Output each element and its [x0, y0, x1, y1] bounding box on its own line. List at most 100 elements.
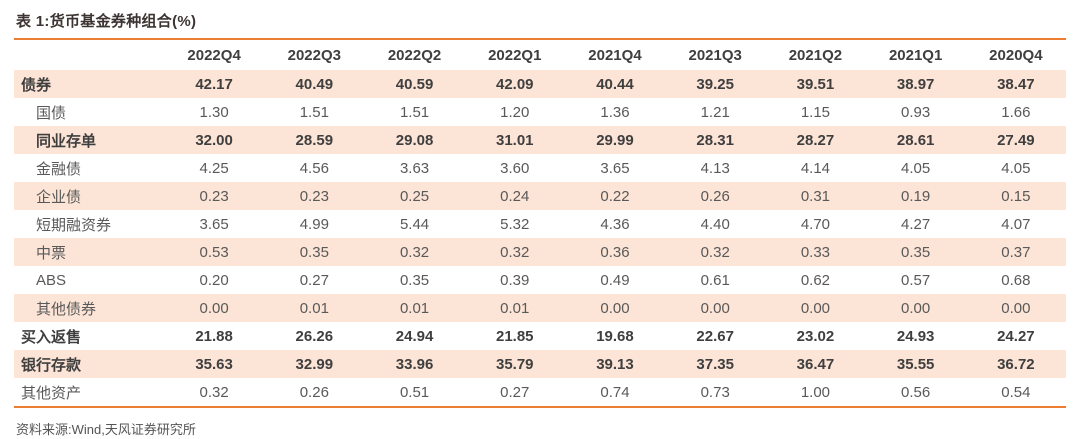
value-cell: 0.00 — [800, 299, 831, 317]
table-row: 中票 0.53 0.35 0.32 0.32 0.36 0.32 0.33 0.35 0.37 — [14, 238, 1066, 266]
value-cell: 35.63 — [195, 355, 233, 373]
value-cell: 40.49 — [295, 75, 334, 93]
value-cell: 0.33 — [800, 243, 831, 261]
table-row: 其他债券 0.00 0.01 0.01 0.01 0.00 0.00 0.00 0.00 0.00 — [14, 294, 1066, 322]
value-cell: 28.27 — [796, 131, 835, 149]
value-cell: 38.97 — [896, 75, 935, 93]
value-cell: 38.47 — [997, 75, 1035, 93]
value-cell: 4.05 — [1001, 159, 1031, 177]
value-cell: 39.13 — [596, 355, 634, 373]
row-label: 债券 — [21, 76, 52, 94]
value-cell: 0.27 — [500, 383, 530, 401]
table-row: 金融债 4.25 4.56 3.63 3.60 3.65 4.13 4.14 4.05 4.05 — [14, 154, 1066, 182]
value-cell: 0.27 — [299, 271, 329, 289]
value-cell: 0.00 — [700, 299, 730, 317]
value-cell: 42.17 — [195, 75, 233, 93]
value-cell: 4.25 — [199, 159, 229, 177]
value-cell: 0.49 — [600, 271, 630, 289]
column-header: 2022Q1 — [488, 46, 542, 64]
column-header: 2021Q3 — [688, 46, 742, 64]
value-cell: 4.05 — [901, 159, 931, 177]
value-cell: 1.30 — [199, 103, 229, 121]
header-row: 2022Q4 2022Q3 2022Q2 2022Q1 2021Q4 2021Q3 2021… — [14, 40, 1066, 70]
table-header: 2022Q4 2022Q3 2022Q2 2022Q1 2021Q4 2021Q3 2021… — [14, 40, 1066, 70]
value-cell: 0.00 — [600, 299, 630, 317]
table-row: 其他资产 0.32 0.26 0.51 0.27 0.74 0.73 1.00 0.56 0.54 — [14, 378, 1066, 406]
row-label: 短期融资券 — [36, 216, 112, 234]
value-cell: 1.66 — [1001, 103, 1031, 121]
value-cell: 0.31 — [800, 187, 831, 205]
value-cell: 0.15 — [1001, 187, 1031, 205]
value-cell: 0.68 — [1001, 271, 1031, 289]
value-cell: 0.01 — [399, 299, 430, 317]
value-cell: 1.20 — [500, 103, 530, 121]
value-cell: 36.72 — [997, 355, 1035, 373]
value-cell: 0.36 — [600, 243, 630, 261]
value-cell: 0.01 — [299, 299, 329, 317]
source-note: 资料来源:Wind,天风证券研究所 — [16, 422, 196, 437]
value-cell: 0.35 — [299, 243, 329, 261]
value-cell: 3.60 — [500, 159, 530, 177]
value-cell: 0.19 — [901, 187, 931, 205]
row-label: 银行存款 — [21, 356, 82, 374]
value-cell: 22.67 — [696, 327, 734, 345]
value-cell: 21.88 — [195, 327, 233, 345]
value-cell: 0.32 — [199, 383, 229, 401]
value-cell: 23.02 — [796, 327, 835, 345]
value-cell: 33.96 — [395, 355, 434, 373]
value-cell: 0.24 — [500, 187, 530, 205]
column-header: 2021Q4 — [588, 46, 642, 64]
value-cell: 32.00 — [195, 131, 233, 149]
table-row: 企业债 0.23 0.23 0.25 0.24 0.22 0.26 0.31 0.19 0.15 — [14, 182, 1066, 210]
table-row: 债券 42.17 40.49 40.59 42.09 40.44 39.25 39.51 38.… — [14, 70, 1066, 98]
value-cell: 0.61 — [700, 271, 730, 289]
value-cell: 0.23 — [199, 187, 229, 205]
top-rule — [14, 38, 1066, 40]
column-header: 2020Q4 — [989, 46, 1043, 64]
column-header: 2021Q1 — [888, 46, 943, 64]
value-cell: 28.61 — [896, 131, 935, 149]
value-cell: 4.40 — [700, 215, 730, 233]
value-cell: 5.44 — [399, 215, 430, 233]
value-cell: 0.62 — [800, 271, 831, 289]
value-cell: 40.59 — [395, 75, 434, 93]
value-cell: 4.14 — [800, 159, 831, 177]
value-cell: 0.57 — [901, 271, 931, 289]
value-cell: 0.23 — [299, 187, 329, 205]
value-cell: 0.32 — [500, 243, 530, 261]
table-title: 表 1:货币基金券种组合(%) — [16, 13, 197, 30]
value-cell: 5.32 — [500, 215, 530, 233]
value-cell: 0.01 — [500, 299, 530, 317]
value-cell: 0.37 — [1001, 243, 1031, 261]
row-label: 金融债 — [36, 160, 82, 178]
value-cell: 24.94 — [395, 327, 434, 345]
row-label: 同业存单 — [36, 132, 97, 150]
value-cell: 3.65 — [600, 159, 630, 177]
value-cell: 0.35 — [399, 271, 430, 289]
value-cell: 24.93 — [896, 327, 935, 345]
value-cell: 0.00 — [199, 299, 229, 317]
value-cell: 0.39 — [500, 271, 530, 289]
value-cell: 0.56 — [901, 383, 931, 401]
column-header: 2022Q3 — [287, 46, 342, 64]
value-cell: 40.44 — [596, 75, 634, 93]
value-cell: 0.22 — [600, 187, 630, 205]
value-cell: 0.32 — [399, 243, 430, 261]
value-cell: 0.25 — [399, 187, 430, 205]
value-cell: 36.47 — [796, 355, 835, 373]
value-cell: 1.51 — [399, 103, 430, 121]
value-cell: 4.13 — [700, 159, 730, 177]
table-row: 短期融资券 3.65 4.99 5.44 5.32 4.36 4.40 4.70 4.27 4.0… — [14, 210, 1066, 238]
value-cell: 0.26 — [700, 187, 730, 205]
row-label: 买入返售 — [21, 328, 82, 346]
value-cell: 27.49 — [997, 131, 1035, 149]
value-cell: 0.00 — [901, 299, 931, 317]
row-label: 中票 — [36, 244, 67, 262]
value-cell: 4.27 — [901, 215, 931, 233]
value-cell: 1.21 — [700, 103, 730, 121]
table-row: 银行存款 35.63 32.99 33.96 35.79 39.13 37.35 36.47 3… — [14, 350, 1066, 378]
column-header: 2021Q2 — [788, 46, 843, 64]
value-cell: 39.51 — [796, 75, 835, 93]
value-cell: 1.36 — [600, 103, 630, 121]
portfolio-table: 2022Q4 2022Q3 2022Q2 2022Q1 2021Q4 2021Q3 2021… — [14, 40, 1066, 406]
